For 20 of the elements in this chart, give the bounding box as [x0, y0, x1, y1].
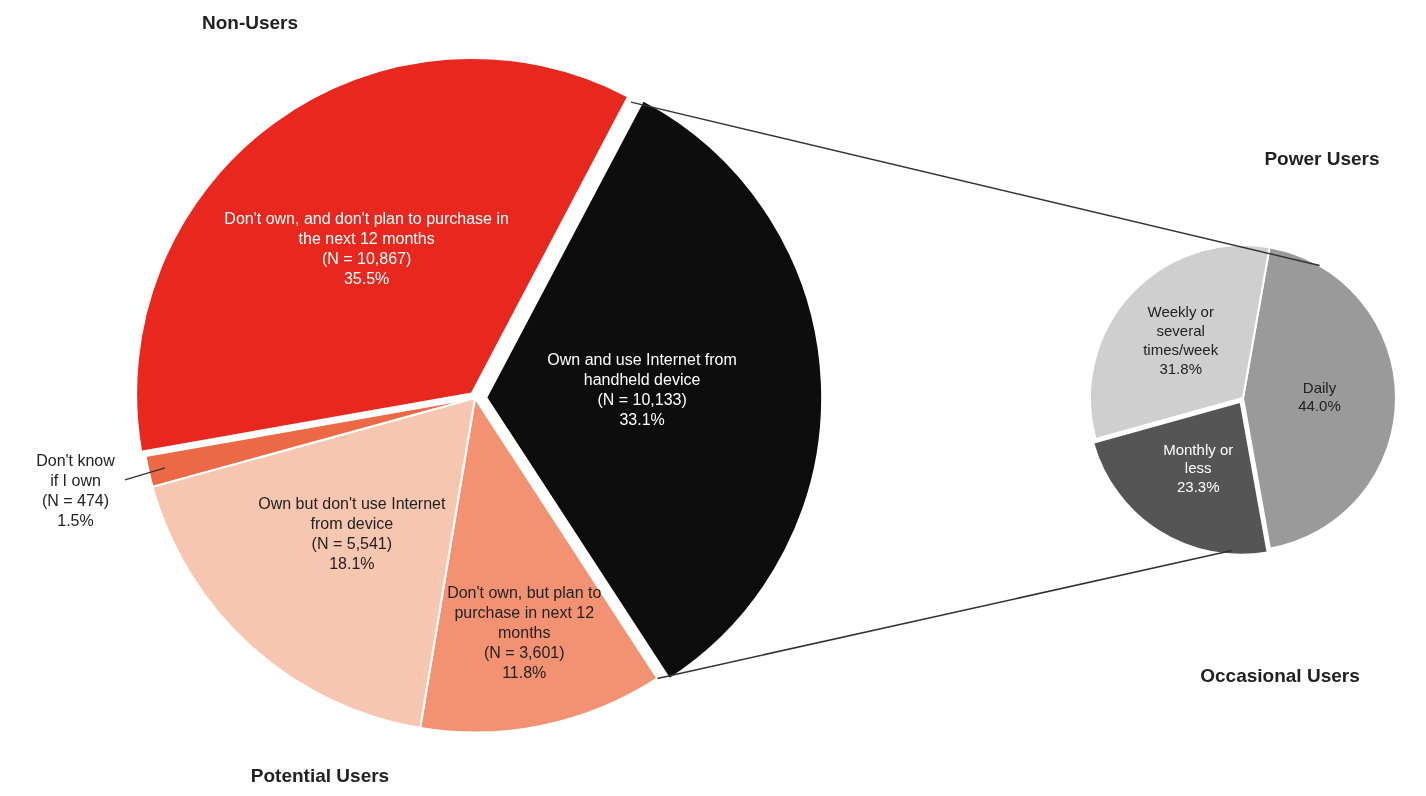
slice-label: Monthly or less: [1163, 440, 1234, 477]
text: Occasional Users: [1200, 665, 1360, 687]
data-label: 23.3%: [1176, 478, 1220, 496]
slice-label: Weekly or several times/week: [1143, 303, 1219, 358]
data-label: (N = 474) 1.5%: [41, 491, 110, 529]
slice-label: Own and use Internet from handheld device: [547, 350, 737, 388]
data-label: (N = 5,541) 18.1%: [311, 535, 393, 573]
data-label: (N = 10,133) 33.1%: [597, 390, 687, 428]
data-label: (N = 3,601) 11.8%: [484, 644, 565, 682]
text: Power Users: [1264, 148, 1380, 170]
slice-label: Daily: [1302, 378, 1337, 396]
data-label: 44.0%: [1298, 397, 1341, 415]
text: Non-Users: [201, 12, 299, 34]
text: Potential Users: [250, 765, 390, 787]
slice-label: Own but don't use Internet from device: [258, 495, 446, 533]
data-label: (N = 10,867) 35.5%: [321, 249, 412, 287]
slice-label: Don't own, and don't plan to purchase in the next 12 months: [224, 209, 509, 247]
slice-label: Don't know if I own: [36, 451, 116, 489]
slice-label: Don't own, but plan to purchase in next 12 months: [447, 584, 602, 642]
data-label: 31.8%: [1159, 359, 1202, 377]
